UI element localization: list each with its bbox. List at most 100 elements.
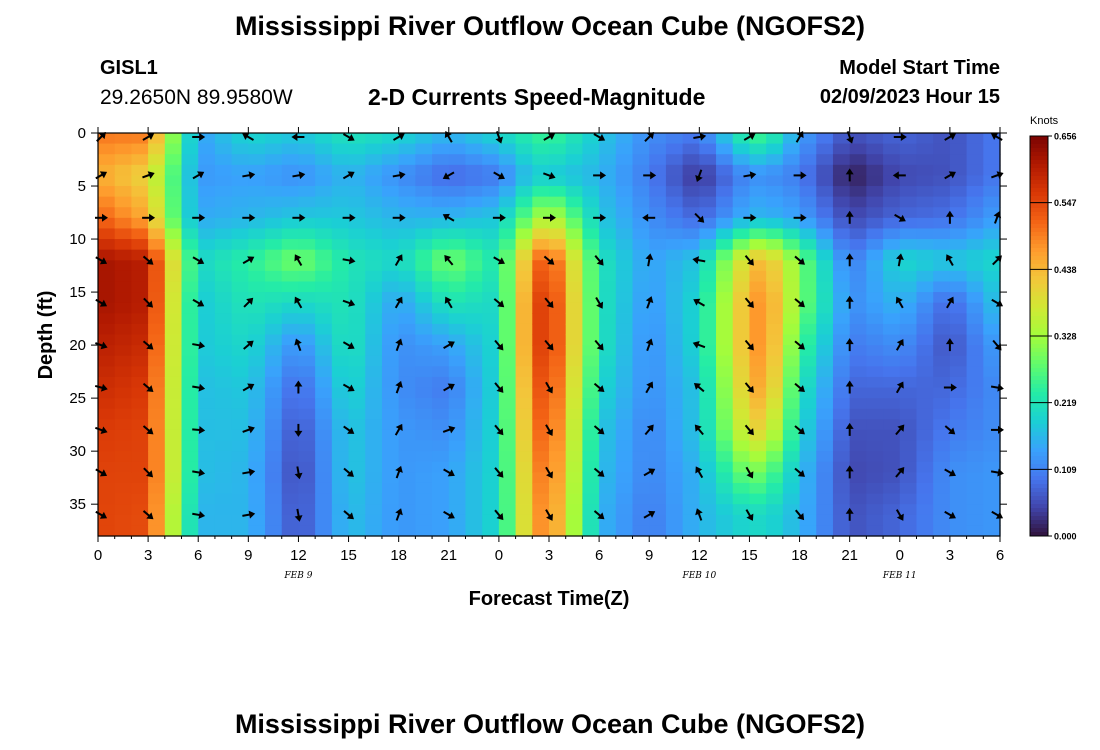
heatmap-cell	[198, 186, 216, 198]
heatmap-cell	[298, 376, 316, 389]
colorbar-segment	[1030, 148, 1048, 153]
heatmap-cell	[782, 345, 801, 357]
heatmap-cell	[782, 376, 801, 389]
heatmap-cell	[398, 292, 416, 304]
heatmap-cell	[248, 292, 266, 304]
heatmap-cell	[114, 186, 132, 198]
heatmap-cell	[164, 355, 183, 367]
heatmap-cell	[732, 355, 751, 367]
heatmap-cell	[782, 461, 801, 473]
heatmap-cell	[465, 514, 483, 526]
arrow-head	[896, 253, 904, 261]
heatmap-cell	[549, 249, 567, 261]
model-start-label: Model Start Time	[839, 57, 1000, 79]
arrow-head	[648, 510, 656, 518]
heatmap-cell	[766, 504, 784, 516]
y-tick-label: 5	[78, 178, 86, 195]
heatmap-cell	[415, 270, 433, 283]
current-arrow	[343, 467, 354, 477]
heatmap-cell	[381, 408, 400, 420]
heatmap-cell	[348, 239, 366, 251]
heatmap-cell	[331, 419, 350, 431]
heatmap-cell	[198, 451, 216, 463]
heatmap-cell	[582, 387, 600, 399]
heatmap-cell	[432, 472, 450, 484]
heatmap-cell	[549, 186, 567, 198]
arrow-head	[895, 296, 903, 304]
heatmap-cell	[248, 249, 266, 261]
current-arrow	[294, 508, 303, 522]
heatmap-cell	[933, 472, 951, 484]
heatmap-cell	[482, 302, 500, 314]
heatmap-cell	[549, 260, 567, 272]
heatmap-cell	[615, 281, 634, 293]
current-arrow	[242, 256, 255, 265]
heatmap-cell	[114, 154, 132, 166]
heatmap-cell	[682, 376, 700, 389]
heatmap-cell	[649, 133, 667, 145]
heatmap-cell	[766, 292, 784, 304]
heatmap-cell	[465, 461, 483, 473]
heatmap-cell	[582, 429, 600, 442]
heatmap-cell	[549, 302, 567, 314]
heatmap-cell	[949, 164, 968, 177]
heatmap-cell	[415, 302, 433, 314]
heatmap-cell	[665, 376, 684, 389]
heatmap-cell	[883, 451, 901, 463]
heatmap-cell	[549, 196, 567, 208]
heatmap-cell	[766, 514, 784, 526]
heatmap-cell	[632, 376, 650, 389]
current-arrow	[643, 468, 656, 477]
heatmap-cell	[949, 270, 968, 283]
heatmap-cell	[983, 217, 1001, 230]
heatmap-cell	[632, 525, 650, 537]
arrow-head	[948, 133, 956, 140]
arrow-head	[146, 512, 154, 520]
heatmap-cell	[265, 143, 283, 155]
heatmap-cell	[866, 451, 884, 463]
heatmap-cell	[615, 143, 634, 155]
arrow-head	[948, 427, 956, 435]
heatmap-cell	[281, 260, 300, 272]
heatmap-cell	[866, 175, 884, 187]
arrow-head	[692, 340, 700, 349]
heatmap-cell	[649, 292, 667, 304]
heatmap-cell	[899, 175, 918, 187]
heatmap-cell	[315, 419, 333, 431]
heatmap-cell	[298, 345, 316, 357]
heatmap-cell	[265, 154, 283, 166]
heatmap-cell	[148, 292, 166, 304]
heatmap-cell	[498, 154, 517, 166]
colorbar-segment	[1030, 296, 1048, 301]
heatmap-cell	[214, 387, 233, 399]
footer-title: Mississippi River Outflow Ocean Cube (NG…	[234, 709, 866, 739]
heatmap-cell	[699, 376, 717, 389]
colorbar-tick-label: 0.000	[1054, 532, 1077, 542]
heatmap-cell	[699, 186, 717, 198]
heatmap-cell	[298, 514, 316, 526]
heatmap-cell	[866, 514, 884, 526]
heatmap-cell	[899, 429, 918, 442]
arrow-head	[347, 134, 355, 141]
heatmap-cell	[849, 207, 867, 219]
colorbar-segment	[1030, 480, 1048, 485]
heatmap-cell	[515, 398, 533, 410]
heatmap-cell	[432, 133, 450, 145]
heatmap-cell	[732, 398, 751, 410]
heatmap-cell	[632, 504, 650, 516]
heatmap-cell	[131, 228, 149, 240]
heatmap-cell	[983, 366, 1001, 378]
heatmap-cell	[181, 281, 199, 293]
current-arrow	[794, 382, 805, 392]
heatmap-cell	[665, 504, 684, 516]
heatmap-cell	[949, 387, 968, 399]
arrow-head	[348, 256, 356, 265]
heatmap-cell	[231, 345, 249, 357]
colorbar-tick-label: 0.547	[1054, 198, 1077, 208]
heatmap-cell	[465, 429, 483, 442]
heatmap-cell	[298, 451, 316, 463]
heatmap-cell	[899, 323, 918, 336]
heatmap-cell	[949, 292, 968, 304]
heatmap-cell	[682, 164, 700, 177]
heatmap-cell	[933, 461, 951, 473]
